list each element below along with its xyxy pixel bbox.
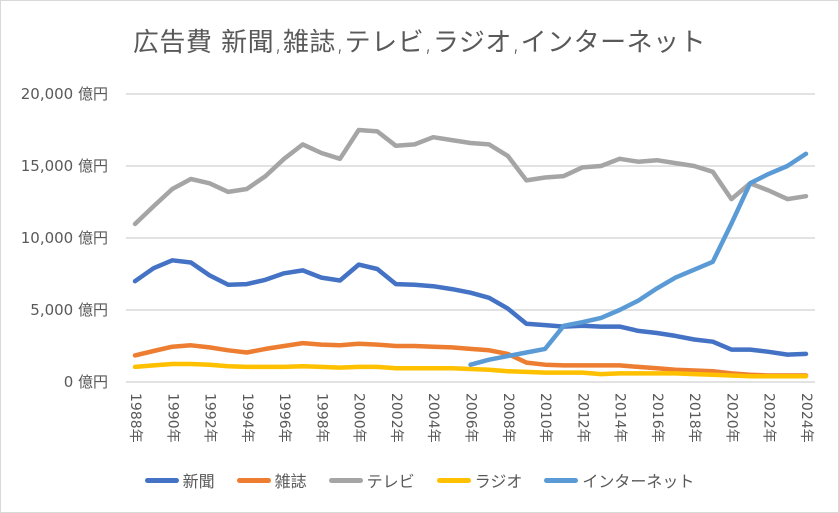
series-line-新聞 bbox=[132, 258, 809, 357]
y-tick-label: 10,000 億円 bbox=[21, 229, 108, 247]
x-tick-label: 2016年 bbox=[649, 393, 665, 443]
x-tick-label: 2004年 bbox=[425, 393, 441, 443]
x-tick-label: 2010年 bbox=[537, 393, 553, 443]
legend-item: テレビ bbox=[328, 468, 415, 492]
x-axis-ticks: 1988年 1990年 1992年 1994年 1996年 1998年 2000年 2002年… bbox=[127, 393, 814, 443]
x-tick-label: 2018年 bbox=[686, 393, 702, 443]
series-lines bbox=[132, 127, 809, 379]
series-line-インターネット bbox=[468, 151, 809, 367]
gridlines bbox=[126, 93, 815, 383]
x-tick-label: 2020年 bbox=[723, 393, 739, 443]
x-tick-label: 1990年 bbox=[164, 393, 180, 443]
chart-title: 広告費 新聞,雑誌,テレビ,ラジオ,インターネット bbox=[132, 28, 707, 58]
y-axis-ticks: 0 億円 5,000 億円 10,000 億円 15,000 億円 20,000 億円 bbox=[21, 85, 108, 391]
y-tick-label: 0 億円 bbox=[64, 373, 108, 391]
legend-swatch bbox=[144, 477, 179, 483]
x-tick-label: 2014年 bbox=[612, 393, 628, 443]
x-tick-label: 2012年 bbox=[574, 393, 590, 443]
x-tick-label: 2000年 bbox=[351, 393, 367, 443]
x-tick-label: 2002年 bbox=[388, 393, 404, 443]
legend-item: ラジオ bbox=[436, 468, 523, 492]
legend-swatch bbox=[328, 477, 363, 483]
x-tick-label: 1998年 bbox=[313, 393, 329, 443]
x-tick-label: 2008年 bbox=[500, 393, 516, 443]
legend-item: 雑誌 bbox=[236, 468, 307, 492]
legend-label: 新聞 bbox=[182, 472, 215, 491]
legend-label: ラジオ bbox=[474, 472, 523, 491]
legend-swatch bbox=[236, 477, 271, 483]
y-tick-label: 20,000 億円 bbox=[21, 85, 108, 103]
y-tick-label: 5,000 億円 bbox=[30, 301, 108, 319]
legend-item: 新聞 bbox=[144, 468, 215, 492]
legend-swatch bbox=[544, 477, 579, 483]
x-tick-label: 2024年 bbox=[798, 393, 814, 443]
legend-label: インターネット bbox=[582, 472, 695, 491]
legend-swatch bbox=[436, 477, 471, 483]
x-tick-label: 1988年 bbox=[127, 393, 143, 443]
x-tick-label: 1994年 bbox=[239, 393, 255, 443]
legend: 新聞 雑誌 テレビ ラジオ インターネット bbox=[0, 468, 839, 492]
series-line-雑誌 bbox=[132, 340, 809, 378]
x-tick-label: 1992年 bbox=[202, 393, 218, 443]
legend-item: インターネット bbox=[544, 468, 694, 492]
legend-label: 雑誌 bbox=[274, 472, 307, 491]
series-line-ラジオ bbox=[132, 361, 809, 379]
series-line-テレビ bbox=[132, 127, 809, 227]
y-tick-label: 15,000 億円 bbox=[21, 157, 108, 175]
x-tick-label: 2006年 bbox=[463, 393, 479, 443]
x-tick-label: 1996年 bbox=[276, 393, 292, 443]
legend-label: テレビ bbox=[366, 472, 415, 491]
x-tick-label: 2022年 bbox=[761, 393, 777, 443]
